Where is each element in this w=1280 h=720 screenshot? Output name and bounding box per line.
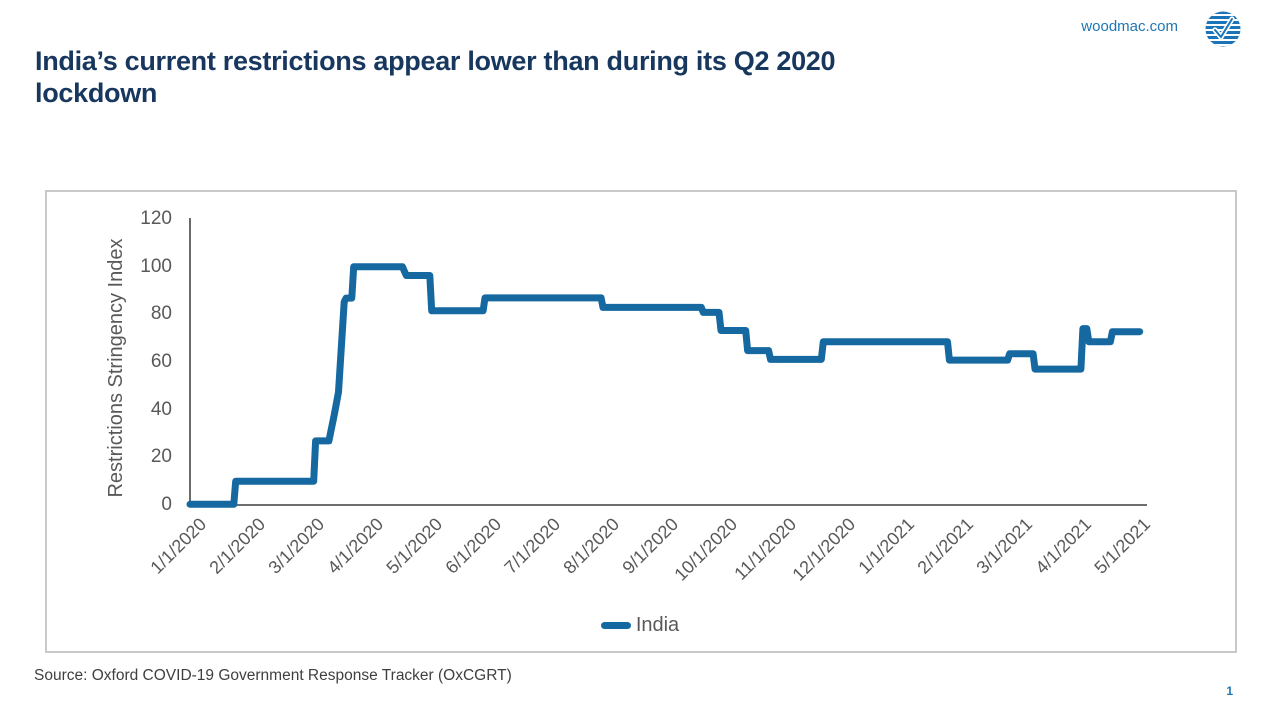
page-title-line2: lockdown — [35, 77, 158, 108]
woodmac-link[interactable]: woodmac.com — [1081, 18, 1178, 35]
y-tick-label: 60 — [150, 351, 172, 372]
page-title-line1: India’s current restrictions appear lowe… — [35, 46, 836, 76]
y-tick-label: 20 — [150, 446, 172, 468]
page-title: India’s current restrictions appear lowe… — [35, 46, 1155, 109]
y-tick-label: 0 — [161, 494, 172, 515]
source-note: Source: Oxford COVID-19 Government Respo… — [34, 667, 512, 684]
y-tick-label: 120 — [140, 208, 172, 229]
y-tick-label: 80 — [150, 303, 172, 325]
legend-line-swatch-icon — [600, 621, 631, 629]
chart-area — [45, 190, 1237, 653]
page-number: 1 — [1226, 684, 1233, 698]
legend-label-india: India — [635, 613, 680, 636]
legend: India — [45, 612, 1235, 638]
woodmac-logo-icon — [1205, 11, 1241, 47]
y-tick-label: 40 — [150, 398, 172, 420]
y-tick-label: 100 — [140, 255, 172, 277]
